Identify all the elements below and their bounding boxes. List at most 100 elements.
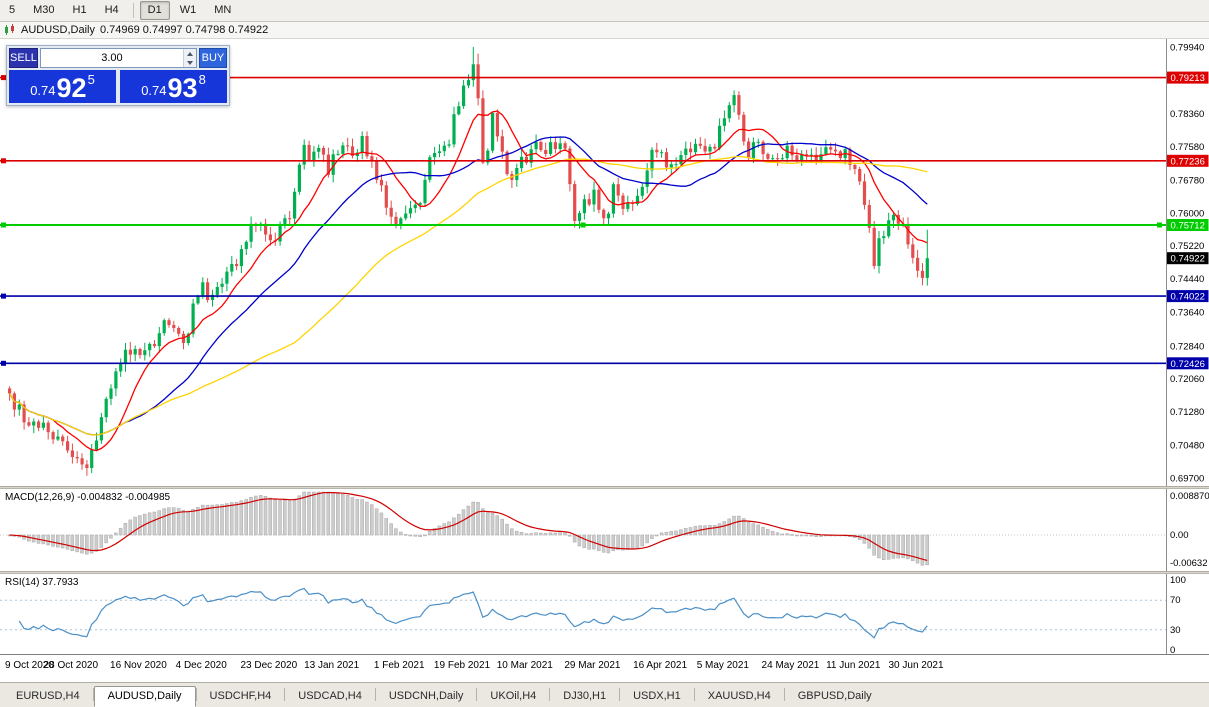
- price-axis-label: 0.74440: [1170, 274, 1204, 285]
- price-tag: [1167, 154, 1209, 167]
- date-label: 9 Oct 2020: [5, 660, 54, 671]
- date-label: 30 Jun 2021: [888, 660, 944, 671]
- price-tag-label: 0.72426: [1171, 359, 1205, 370]
- tab-usdchf-h4[interactable]: USDCHF,H4: [209, 690, 272, 702]
- price-tag-label: 0.74922: [1171, 254, 1205, 265]
- line-anchor-handle: [1157, 222, 1162, 228]
- date-label: 28 Oct 2020: [43, 660, 99, 671]
- date-label: 11 Jun 2021: [826, 660, 881, 671]
- price-tag: [1167, 290, 1209, 303]
- price-axis-label: 0.72840: [1170, 341, 1204, 352]
- price-axis-label: 0.69700: [1170, 474, 1204, 485]
- timeframe-button-h1[interactable]: H1: [72, 4, 87, 16]
- chart-tabs-bar: EURUSD,H4 AUDUSD,Daily USDCHF,H4 USDCAD,H4 U…: [0, 682, 1209, 707]
- date-label: 29 Mar 2021: [564, 660, 621, 671]
- timeframe-button-mn[interactable]: MN: [214, 4, 232, 16]
- moving-average-lines: [9, 110, 928, 452]
- rsi-line: [18, 587, 928, 639]
- tab-separator: [619, 688, 621, 701]
- macd-panel: 0.008870 0.00 -0.00632 MACD(12,26,9) -0.00…: [0, 489, 1209, 571]
- date-label: 13 Jan 2021: [304, 660, 360, 671]
- rsi-axis-label: 70: [1170, 595, 1181, 606]
- price-tag-label: 0.75712: [1171, 221, 1205, 232]
- tab-xauusd-h4[interactable]: XAUUSD,H4: [707, 690, 771, 702]
- rsi-axis-label: 30: [1170, 625, 1181, 636]
- timeframe-button-m30[interactable]: M30: [33, 4, 55, 16]
- price-chart[interactable]: 0.79940 0.78360 0.77580 0.76780 0.76000 0.752…: [0, 39, 1209, 486]
- line-anchor-handle: [1, 158, 6, 164]
- ma-slow-line: [9, 155, 928, 436]
- down-arrow-icon: [186, 60, 193, 65]
- line-center-handle: [580, 222, 586, 228]
- date-label: 4 Dec 2020: [175, 660, 227, 671]
- line-anchor-handle: [1, 293, 6, 299]
- tab-separator: [549, 688, 551, 701]
- timeframe-button-w1[interactable]: W1: [179, 4, 197, 16]
- price-axis-label: 0.71280: [1170, 407, 1204, 418]
- date-label: 24 May 2021: [761, 660, 820, 671]
- price-axis-label: 0.76780: [1170, 176, 1204, 187]
- toolbar-separator: [132, 3, 134, 18]
- horizontal-lines[interactable]: [0, 75, 1166, 366]
- macd-axis-label: 0.008870: [1170, 491, 1209, 502]
- sell-price-big: 92: [56, 73, 87, 103]
- macd-chart[interactable]: 0.008870 0.00 -0.00632: [0, 489, 1209, 571]
- chart-area: 0.79940 0.78360 0.77580 0.76780 0.76000 0.752…: [0, 39, 1209, 486]
- tab-gbpusd-daily[interactable]: GBPUSD,Daily: [797, 690, 872, 702]
- buy-price-panel[interactable]: 0.74 93 8: [120, 70, 227, 103]
- price-axis[interactable]: 0.79940 0.78360 0.77580 0.76780 0.76000 0.752…: [1166, 39, 1209, 486]
- date-label: 10 Mar 2021: [496, 660, 553, 671]
- line-anchor-handle: [1, 360, 6, 366]
- ma-fast-line: [9, 110, 928, 452]
- macd-axis-label: 0.00: [1170, 530, 1189, 541]
- price-tag: [1167, 357, 1209, 370]
- timeframe-button-h4[interactable]: H4: [104, 4, 119, 16]
- buy-price-pip: 8: [198, 72, 206, 87]
- buy-button[interactable]: BUY: [198, 48, 227, 68]
- tab-separator: [195, 688, 197, 701]
- tab-separator: [284, 688, 286, 701]
- tab-eurusd-h4[interactable]: EURUSD,H4: [16, 690, 80, 702]
- buy-price-big: 93: [167, 73, 198, 103]
- price-axis-label: 0.78360: [1170, 109, 1204, 120]
- price-tag: [1167, 219, 1209, 231]
- panel-splitter[interactable]: [0, 486, 1209, 489]
- rsi-chart[interactable]: 100 70 30 0: [0, 574, 1209, 654]
- timeframe-button-d1[interactable]: D1: [139, 1, 170, 20]
- tab-ukoil-h4[interactable]: UKOil,H4: [490, 690, 537, 702]
- sell-button[interactable]: SELL: [9, 48, 38, 68]
- tab-separator: [476, 688, 478, 701]
- sell-price-panel[interactable]: 0.74 92 5: [9, 70, 116, 103]
- date-label: 19 Feb 2021: [433, 660, 491, 671]
- date-label: 1 Feb 2021: [373, 660, 425, 671]
- price-tag-label: 0.74022: [1171, 292, 1205, 303]
- tab-separator: [92, 688, 94, 701]
- line-anchor-handle: [1, 222, 6, 228]
- chart-ohlc-values: 0.74969 0.74997 0.74798 0.74922: [99, 24, 269, 36]
- price-axis-label: 0.79940: [1170, 43, 1204, 54]
- tab-usdx-h1[interactable]: USDX,H1: [633, 690, 681, 702]
- time-axis[interactable]: 9 Oct 2020 28 Oct 2020 16 Nov 2020 4 Dec 20…: [0, 654, 1209, 682]
- volume-decrease-button[interactable]: [183, 58, 196, 67]
- volume-increase-button[interactable]: [183, 49, 196, 58]
- sell-price-prefix: 0.74: [30, 83, 56, 98]
- volume-input[interactable]: [40, 49, 183, 67]
- price-axis-label: 0.76000: [1170, 208, 1204, 219]
- price-axis-label: 0.73640: [1170, 308, 1204, 319]
- date-label: 16 Apr 2021: [633, 660, 688, 671]
- panel-splitter[interactable]: [0, 571, 1209, 574]
- tab-separator: [374, 688, 376, 701]
- date-label: 5 May 2021: [696, 660, 749, 671]
- timeframe-button-5[interactable]: 5: [9, 4, 16, 16]
- tab-separator: [783, 688, 785, 701]
- sell-price-pip: 5: [87, 72, 95, 87]
- tab-usdcad-h4[interactable]: USDCAD,H4: [298, 690, 362, 702]
- price-axis-label: 0.77580: [1170, 142, 1204, 153]
- timeframe-toolbar: 5 M30 H1 H4 D1 W1 MN: [0, 0, 1209, 22]
- tab-audusd-daily[interactable]: AUDUSD,Daily: [93, 686, 196, 707]
- buy-price-prefix: 0.74: [141, 83, 167, 98]
- chart-title: AUDUSD,Daily: [21, 24, 95, 36]
- tab-dj30-h1[interactable]: DJ30,H1: [563, 690, 607, 702]
- rsi-panel: 100 70 30 0 RSI(14) 37.7933: [0, 574, 1209, 654]
- tab-usdcnh-daily[interactable]: USDCNH,Daily: [388, 690, 464, 702]
